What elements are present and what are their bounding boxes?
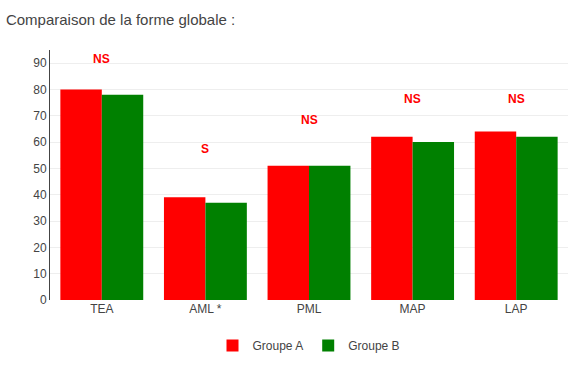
svg-text:80: 80 <box>33 83 47 97</box>
svg-text:40: 40 <box>33 188 47 202</box>
svg-text:LAP: LAP <box>505 302 528 316</box>
svg-text:60: 60 <box>33 135 47 149</box>
svg-text:50: 50 <box>33 162 47 176</box>
svg-text:70: 70 <box>33 109 47 123</box>
svg-text:S: S <box>201 142 209 156</box>
svg-text:Groupe A: Groupe A <box>253 339 304 353</box>
svg-text:Groupe B: Groupe B <box>348 339 399 353</box>
svg-text:90: 90 <box>33 56 47 70</box>
svg-text:NS: NS <box>404 92 421 106</box>
svg-text:Comparaison de la forme global: Comparaison de la forme globale : <box>6 11 235 28</box>
svg-text:MAP: MAP <box>400 302 426 316</box>
svg-text:TEA: TEA <box>90 302 113 316</box>
svg-text:10: 10 <box>33 267 47 281</box>
svg-text:AML *: AML * <box>189 302 222 316</box>
svg-text:20: 20 <box>33 241 47 255</box>
svg-text:NS: NS <box>301 113 318 127</box>
svg-text:NS: NS <box>93 52 110 66</box>
svg-text:0: 0 <box>40 293 47 307</box>
svg-text:PML: PML <box>297 302 322 316</box>
svg-text:NS: NS <box>508 92 525 106</box>
svg-text:30: 30 <box>33 214 47 228</box>
